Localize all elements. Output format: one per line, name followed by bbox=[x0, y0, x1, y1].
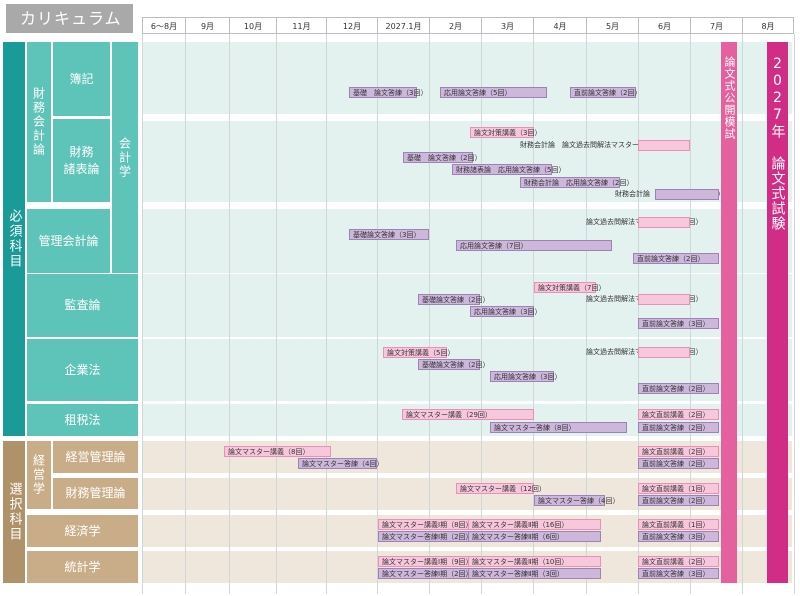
grid-line bbox=[794, 34, 795, 594]
schedule-bar: 論文対策講義（5回） bbox=[383, 347, 454, 358]
schedule-bar: 論文直前講義（2回） bbox=[638, 446, 719, 457]
subject-sozei: 租税法 bbox=[27, 404, 138, 436]
grid-line bbox=[690, 34, 691, 594]
schedule-bar: 論文マスター講義（12回） bbox=[456, 483, 546, 494]
month-8: 8月 bbox=[742, 17, 794, 34]
month-3: 3月 bbox=[481, 17, 533, 34]
mock-exam-bar: 論文式公開模試 bbox=[721, 42, 737, 583]
required-subjects-label: 必須科目 bbox=[3, 42, 25, 436]
schedule-bar: 論文直前講義（2回） bbox=[638, 556, 719, 567]
schedule-bar: 財務諸表論 応用論文答練（5回） bbox=[452, 164, 565, 175]
subject-keizai: 経済学 bbox=[27, 515, 138, 547]
schedule-bar bbox=[638, 294, 690, 305]
subject-kansa: 監査論 bbox=[27, 274, 138, 337]
schedule-bar: 論文マスター講義Ⅱ期（10回） bbox=[468, 556, 601, 567]
schedule-bar: 論文対策講義（7回） bbox=[534, 282, 605, 293]
schedule-bar: 論文直前講義（1回） bbox=[638, 483, 719, 494]
schedule-bar: 直前論文答練（2回） bbox=[638, 495, 719, 506]
schedule-bar: 論文直前講義（2回） bbox=[638, 409, 719, 420]
month-5: 5月 bbox=[586, 17, 638, 34]
subject-kigyo: 企業法 bbox=[27, 339, 138, 401]
grid-line bbox=[229, 34, 230, 594]
subject-zaimu-kanri: 財務管理論 bbox=[53, 478, 138, 509]
elective-subjects-label: 選択科目 bbox=[3, 441, 25, 583]
schedule-bar: 直前論文答練（3回） bbox=[638, 318, 719, 329]
schedule-bar: 直前論文答練（2回） bbox=[638, 383, 719, 394]
schedule-bar: 論文マスター答練Ⅰ期（2回） bbox=[378, 531, 473, 542]
management-group: 経営学 bbox=[27, 441, 51, 509]
schedule-bar: 直前論文答練（2回） bbox=[570, 87, 641, 98]
grid-line bbox=[276, 34, 277, 594]
band-boki bbox=[142, 42, 792, 114]
schedule-bar: 論文マスター答練（4回） bbox=[534, 495, 619, 506]
schedule-bar: 直前論文答練（2回） bbox=[638, 422, 719, 433]
schedule-label: 財務会計論 論文過去問解法マスター講義（1回） bbox=[520, 141, 679, 149]
month-9: 9月 bbox=[185, 17, 229, 34]
schedule-bar: 応用論文答練（7回） bbox=[456, 240, 612, 251]
schedule-bar: 直前論文答練（3回） bbox=[638, 568, 719, 579]
subject-keiei-kanri: 経営管理論 bbox=[53, 441, 138, 473]
grid-line bbox=[326, 34, 327, 594]
schedule-bar bbox=[655, 189, 719, 200]
schedule-bar: 論文マスター答練（8回） bbox=[490, 422, 627, 433]
schedule-bar bbox=[638, 347, 690, 358]
month-2027-1: 2027.1月 bbox=[377, 17, 429, 34]
schedule-bar: 論文マスター講義（29回） bbox=[402, 409, 534, 420]
schedule-bar: 基礎論文答練（2回） bbox=[418, 359, 489, 370]
schedule-bar: 応用論文答練（3回） bbox=[470, 306, 541, 317]
schedule-bar bbox=[638, 217, 690, 228]
subject-zaimu-shohyo: 財務 諸表論 bbox=[53, 119, 110, 202]
schedule-bar: 直前論文答練（3回） bbox=[638, 531, 719, 542]
schedule-bar: 基礎 論文答練（2回） bbox=[403, 152, 481, 163]
grid-line bbox=[586, 34, 587, 594]
essay-exam-bar: 2027年 論文式試験 bbox=[767, 42, 788, 583]
month-6-8: 6～8月 bbox=[142, 17, 185, 34]
subject-boki: 簿記 bbox=[53, 42, 110, 116]
schedule-bar: 応用論文答練（5回） bbox=[440, 87, 547, 98]
schedule-bar: 財務会計論 応用論文答練（2回） bbox=[520, 177, 633, 188]
grid-line bbox=[142, 34, 143, 594]
month-7: 7月 bbox=[690, 17, 742, 34]
schedule-bar: 論文マスター講義Ⅰ期（9回） bbox=[378, 556, 473, 567]
grid-line bbox=[185, 34, 186, 594]
financial-accounting-group: 財務会計論 bbox=[27, 42, 51, 202]
schedule-bar: 論文マスター答練Ⅱ期（6回） bbox=[468, 531, 601, 542]
schedule-bar: 論文マスター講義（8回） bbox=[224, 446, 331, 457]
schedule-bar: 論文マスター講義Ⅱ期（16回） bbox=[468, 519, 601, 530]
page-title: カリキュラム bbox=[6, 4, 133, 33]
schedule-bar: 論文マスター答練Ⅱ期（3回） bbox=[468, 568, 601, 579]
schedule-bar: 直前論文答練（2回） bbox=[633, 253, 719, 264]
grid-line bbox=[638, 34, 639, 594]
schedule-bar: 基礎論文答練（2回） bbox=[418, 294, 489, 305]
month-11: 11月 bbox=[276, 17, 326, 34]
month-10: 10月 bbox=[229, 17, 276, 34]
accounting-group: 会計学 bbox=[112, 42, 138, 273]
schedule-bar: 論文直前講義（1回） bbox=[638, 519, 719, 530]
schedule-bar bbox=[638, 140, 690, 151]
schedule-bar: 論文マスター答練（4回） bbox=[298, 458, 383, 469]
grid-line bbox=[742, 34, 743, 594]
month-2: 2月 bbox=[429, 17, 481, 34]
subject-kanri-kaikei: 管理会計論 bbox=[27, 209, 110, 273]
schedule-bar: 応用論文答練（3回） bbox=[490, 371, 561, 382]
month-6: 6月 bbox=[638, 17, 690, 34]
grid-line bbox=[429, 34, 430, 594]
month-4: 4月 bbox=[533, 17, 586, 34]
schedule-bar: 基礎論文答練（3回） bbox=[349, 229, 429, 240]
schedule-bar: 論文マスター答練Ⅰ期（2回） bbox=[378, 568, 473, 579]
schedule-bar: 論文マスター講義Ⅰ期（8回） bbox=[378, 519, 473, 530]
month-12: 12月 bbox=[326, 17, 377, 34]
schedule-bar: 直前論文答練（2回） bbox=[638, 458, 719, 469]
subject-tokei: 統計学 bbox=[27, 551, 138, 583]
schedule-bar: 基礎 論文答練（3回） bbox=[349, 87, 427, 98]
grid-line bbox=[377, 34, 378, 594]
schedule-bar: 論文対策講義（3回） bbox=[470, 127, 541, 138]
